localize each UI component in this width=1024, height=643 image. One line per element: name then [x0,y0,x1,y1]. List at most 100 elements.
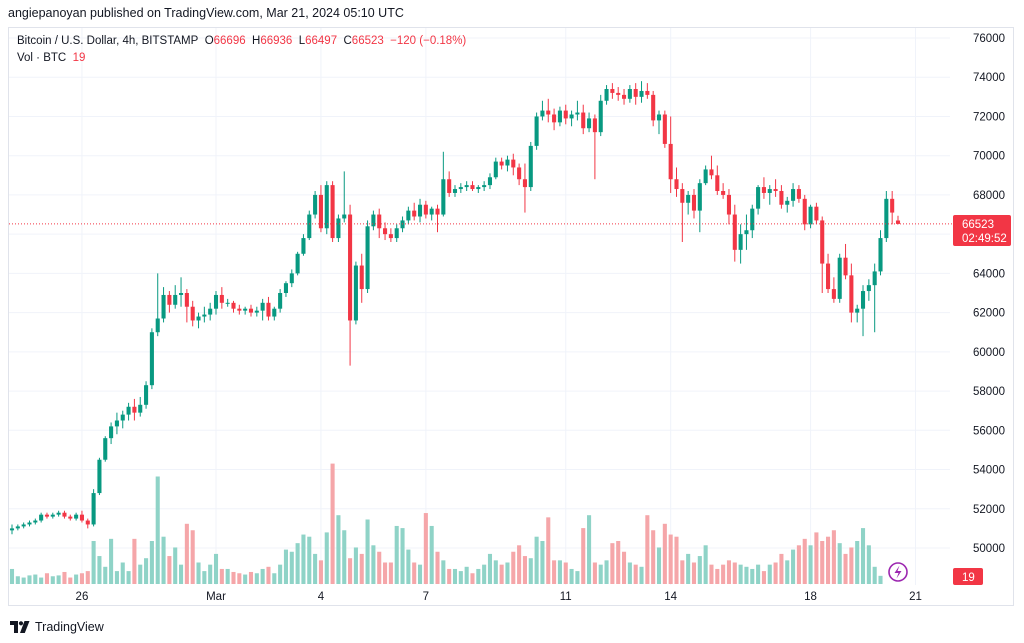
volume-bar [138,564,143,584]
candle-body [208,308,213,315]
price-tick-label: 72000 [973,111,1005,123]
candle-body [21,524,26,527]
candle-body [283,283,289,293]
volume-bar [767,564,772,584]
legend-high-value: 66936 [260,35,293,47]
candle-body [243,308,248,311]
footer-brand[interactable]: TradingView [35,620,104,634]
price-tick-label: 60000 [973,347,1005,359]
candle-body [114,420,119,427]
volume-bar [756,564,761,584]
volume-bar [709,564,714,584]
volume-bar [791,549,796,584]
candle-body [557,110,562,123]
candle-body [791,189,796,201]
candle-body [388,234,393,239]
candle-body [225,302,230,304]
candle-body [470,185,475,190]
candle-body [109,426,114,439]
candle-body [330,185,335,239]
volume-bar [540,541,545,584]
candle-body [365,226,370,290]
legend-high-label: H [252,35,261,47]
candle-body [592,118,597,133]
volume-bar [114,571,119,584]
candle-body [213,294,219,309]
price-tick-label: 68000 [973,190,1005,202]
footer: TradingView [10,620,104,634]
candle-body [645,90,650,95]
volume-bar [348,558,353,584]
candle-body [126,406,131,415]
volume-bar [44,573,50,584]
candle-body [814,206,819,221]
candle-body [767,189,772,193]
legend-volume-label[interactable]: Vol · BTC [17,52,67,64]
candle-body [353,265,358,321]
candle-body [773,189,778,191]
volume-bar [167,556,172,584]
candle-body [534,116,539,146]
candle-body [447,179,452,193]
grid-lines [9,28,950,585]
volume-bar [423,513,428,584]
volume-bar [651,530,656,584]
price-axis[interactable]: 50000 52000 54000 56000 58000 60000 62000 64000… [973,33,1005,555]
volume-bar [85,571,90,584]
candle-body [423,204,428,215]
volume-bar [470,573,475,584]
volume-bar [21,577,26,584]
volume-bar [27,575,32,584]
volume-bar [610,543,615,584]
volume-bar [493,560,498,584]
volume-bar [808,545,813,584]
volume-bar [97,556,102,584]
volume-bar [464,566,469,584]
volume-bar [604,560,609,584]
lightning-icon[interactable] [888,562,908,582]
candle-body [149,332,154,386]
tradingview-logo-icon [10,621,30,633]
volume-bar [103,566,108,584]
volume-bar [353,547,358,584]
volume-bar [330,463,335,584]
candle-body [575,112,580,115]
axis-badges: 66523 02:49:52 19 [888,215,1011,585]
time-axis[interactable]: 26 Mar 4 7 11 14 18 21 [76,591,922,603]
volume-bar [866,545,871,584]
volume-bar [184,523,189,584]
volume-bar [452,568,458,584]
legend-symbol[interactable]: Bitcoin / U.S. Dollar, 4h, BITSTAMP [17,35,199,47]
candle-body [324,185,329,229]
volume-bar [575,571,580,584]
candle-body [546,110,551,115]
candle-body [866,285,871,292]
candle-body [499,161,504,166]
candle-body [452,189,458,193]
volume-bar [266,566,271,584]
candle-body [686,194,691,203]
candle-body [697,183,702,211]
volume-bar [528,558,533,584]
candle-body [610,89,615,93]
volume-bar [272,573,277,584]
candle-body [732,214,737,250]
volume-bar [120,562,125,584]
candle-body [429,208,434,215]
volume-bar [621,551,627,584]
chart-legend: Bitcoin / U.S. Dollar, 4h, BITSTAMP O666… [17,33,466,67]
volume-bar [645,515,650,584]
volume-bar [674,536,679,584]
volume-bar [9,568,15,584]
volume-bar [219,568,224,584]
candle-body [721,191,726,195]
legend-change: −120 (−0.18%) [390,35,467,47]
candle-body [272,308,277,317]
volume-bar [412,562,417,584]
publisher-caption: angiepanoyan published on TradingView.co… [8,6,404,20]
volume-bar [388,562,393,584]
candle-body [493,161,498,178]
candle-body [394,228,399,239]
volume-bar [633,564,638,584]
